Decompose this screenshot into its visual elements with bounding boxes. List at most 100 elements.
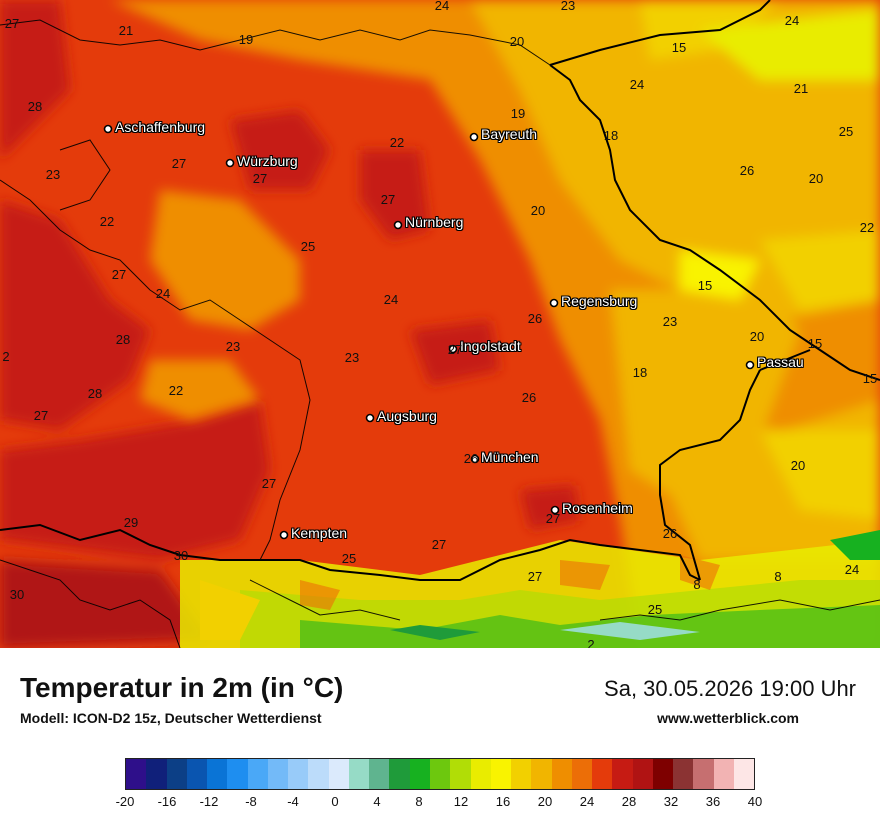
temperature-value: 23: [225, 339, 241, 354]
legend-tick-label: 32: [663, 794, 679, 809]
temperature-value: 24: [844, 562, 860, 577]
legend-tick-label: 0: [331, 794, 339, 809]
legend-color-segment: [288, 759, 309, 789]
temperature-value: 8: [693, 577, 701, 592]
temperature-value: 20: [790, 458, 806, 473]
legend-color-segment: [369, 759, 390, 789]
legend-tick-label: 20: [537, 794, 553, 809]
temperature-value: 26: [662, 526, 678, 541]
legend-color-segment: [531, 759, 552, 789]
legend-color-segment: [389, 759, 410, 789]
legend-color-segment: [652, 759, 674, 789]
legend-color-segment: [571, 759, 593, 789]
temperature-value: 27: [527, 569, 543, 584]
legend-color-segment: [592, 759, 613, 789]
legend-color-segment: [207, 759, 228, 789]
temperature-value: 27: [431, 537, 447, 552]
legend-color-segment: [551, 759, 572, 789]
legend-tick-label: 16: [495, 794, 511, 809]
temperature-value: 27: [111, 267, 127, 282]
map-canvas: [0, 0, 880, 648]
forecast-datetime: Sa, 30.05.2026 19:00 Uhr: [604, 676, 856, 701]
temperature-value: 27: [33, 408, 49, 423]
legend-tick-label: 36: [705, 794, 721, 809]
city-label-muenchen: München: [481, 449, 539, 465]
temperature-value: 21: [793, 81, 809, 96]
temperature-value: 26: [463, 451, 479, 466]
legend-color-segment: [348, 759, 370, 789]
temperature-value: 29: [123, 515, 139, 530]
temperature-value: 15: [697, 278, 713, 293]
temperature-value: 20: [530, 203, 546, 218]
website-link[interactable]: www.wetterblick.com: [657, 710, 799, 726]
temperature-map: Aschaffenburg Würzburg Bayreuth Nürnberg…: [0, 0, 880, 648]
legend-tick-label: 4: [373, 794, 381, 809]
temperature-value: 25: [300, 239, 316, 254]
temperature-value: 25: [838, 124, 854, 139]
legend-color-segment: [693, 759, 714, 789]
temperature-value: 25: [341, 551, 357, 566]
legend-color-segment: [733, 759, 755, 789]
temperature-value: 22: [99, 214, 115, 229]
temperature-field-hot: [0, 0, 800, 648]
temperature-value: 24: [629, 77, 645, 92]
temperature-value: 19: [238, 32, 254, 47]
city-label-augsburg: Augsburg: [377, 408, 437, 424]
temperature-value: 27: [447, 342, 463, 357]
legend-color-segment: [673, 759, 694, 789]
info-panel: Temperatur in 2m (in °C) Modell: ICON-D2…: [0, 648, 880, 830]
temperature-value: 23: [344, 350, 360, 365]
alps-region: [180, 530, 880, 648]
temperature-value: 25: [647, 602, 663, 617]
temperature-value: 15: [807, 336, 823, 351]
temperature-field-warm: [110, 0, 880, 648]
state-border: [0, 19, 880, 648]
temperature-value: 24: [434, 0, 450, 13]
temperature-value: 20: [749, 329, 765, 344]
legend-color-segment: [713, 759, 734, 789]
color-legend-ticks: -20 -16 -12 -8 -4 0 4 8 12 16 20 24 28 32 36 40: [116, 794, 763, 814]
temperature-value: 21: [118, 23, 134, 38]
temperature-value: 23: [662, 314, 678, 329]
legend-tick-label: 24: [579, 794, 595, 809]
legend-color-segment: [267, 759, 289, 789]
temperature-value: 19: [510, 106, 526, 121]
city-label-rosenheim: Rosenheim: [562, 500, 633, 516]
temperature-value: 23: [45, 167, 61, 182]
legend-tick-label: -12: [199, 794, 219, 809]
temperature-value: 18: [603, 128, 619, 143]
city-label-regensburg: Regensburg: [561, 293, 638, 309]
temperature-value: 26: [739, 163, 755, 178]
map-title: Temperatur in 2m (in °C): [20, 672, 344, 703]
temperature-value: 27: [4, 16, 20, 31]
city-label-kempten: Kempten: [291, 525, 348, 541]
legend-color-segment: [227, 759, 248, 789]
temperature-value: 28: [115, 332, 131, 347]
temperature-value: 27: [261, 476, 277, 491]
temperature-value: 27: [545, 511, 561, 526]
temperature-value: 2: [587, 637, 595, 649]
temperature-value: 30: [9, 587, 25, 602]
legend-tick-label: -16: [157, 794, 177, 809]
temperature-value: 15: [671, 40, 687, 55]
temperature-value: 28: [87, 386, 103, 401]
legend-color-segment: [186, 759, 208, 789]
temperature-value: 2: [2, 349, 10, 364]
temperature-value: 26: [521, 390, 537, 405]
temperature-value: 22: [168, 383, 184, 398]
legend-color-segment: [429, 759, 451, 789]
temperature-value: 27: [252, 171, 268, 186]
model-info: Modell: ICON-D2 15z, Deutscher Wetterdie…: [20, 710, 322, 726]
legend-color-segment: [612, 759, 633, 789]
legend-tick-label: -20: [115, 794, 135, 809]
temperature-value: 22: [389, 135, 405, 150]
temperature-value: 28: [27, 99, 43, 114]
temperature-value: 30: [173, 548, 189, 563]
temperature-value: 20: [808, 171, 824, 186]
temperature-value: 18: [632, 365, 648, 380]
city-label-passau: Passau: [757, 354, 804, 370]
legend-color-segment: [470, 759, 491, 789]
temperature-value: 23: [560, 0, 576, 13]
temperature-value: 15: [862, 371, 878, 386]
legend-color-segment: [126, 759, 147, 789]
